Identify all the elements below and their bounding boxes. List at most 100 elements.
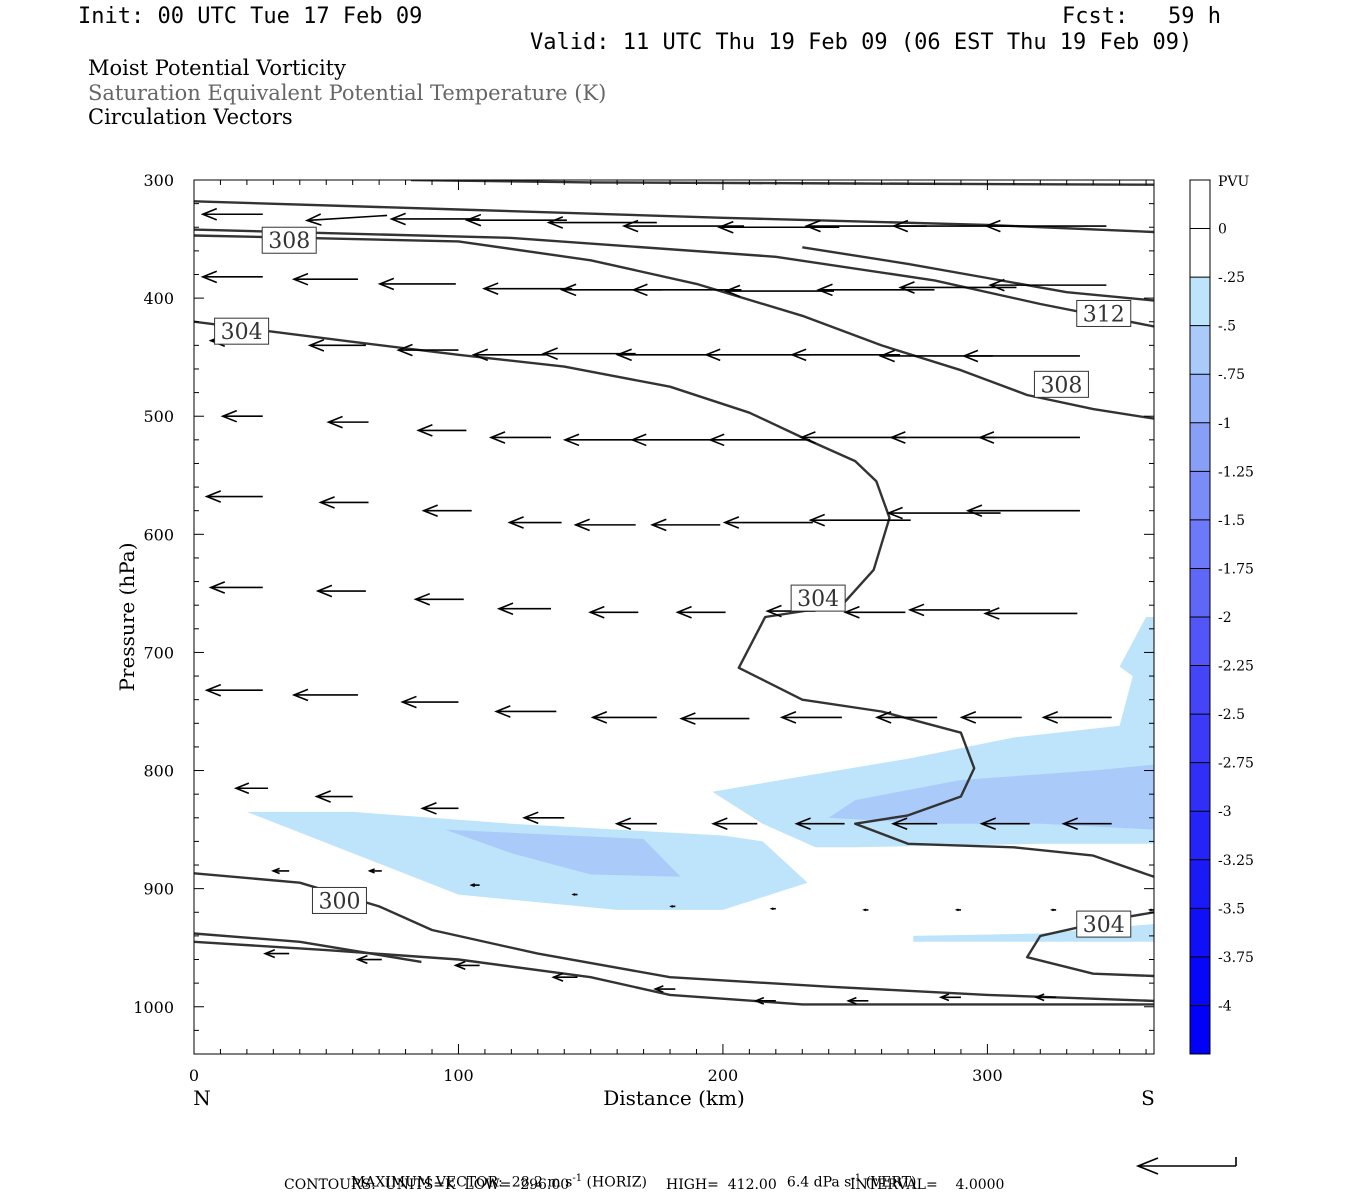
colorbar: PVU 0 -.25 -.5 -.75 -1 -1.25 -1.5 -1.75 -2 -2.25 -2… bbox=[1189, 174, 1254, 1055]
vector-arrow bbox=[708, 433, 811, 447]
colorbar-swatch bbox=[1190, 277, 1210, 327]
vector-arrow bbox=[1049, 908, 1057, 912]
vector-arrow bbox=[389, 212, 480, 226]
contour-label: 300 bbox=[311, 886, 367, 914]
pv-region-0 bbox=[246, 811, 808, 910]
svg-text:308: 308 bbox=[268, 229, 310, 254]
vector-arrow bbox=[630, 433, 721, 447]
colorbar-swatch bbox=[1190, 908, 1210, 958]
x-tick-label: 0 bbox=[189, 1066, 199, 1085]
contour-interval: INTERVAL= 4.0000 bbox=[850, 1177, 1005, 1193]
vector-arrow bbox=[988, 278, 1107, 292]
vector-arrow bbox=[799, 431, 906, 444]
vector-arrow bbox=[314, 790, 353, 803]
vector-arrow bbox=[400, 695, 459, 709]
colorbar-swatch bbox=[1190, 665, 1210, 715]
vector-arrow bbox=[367, 868, 382, 874]
vector-arrow bbox=[977, 431, 1080, 444]
contour-label: 312 bbox=[1076, 299, 1132, 327]
colorbar-label: -1.75 bbox=[1218, 561, 1254, 577]
vector-arrow bbox=[843, 605, 906, 619]
pv-shading bbox=[246, 617, 1154, 942]
contour-high: HIGH= 412.00 bbox=[666, 1177, 777, 1193]
vector-arrow bbox=[653, 985, 676, 993]
vector-arrow bbox=[938, 993, 961, 1002]
vector-arrow bbox=[965, 504, 1080, 518]
vector-arrow bbox=[1041, 711, 1112, 724]
y-tick-label: 600 bbox=[143, 525, 174, 544]
colorbar-swatch bbox=[1190, 568, 1210, 618]
vector-arrow bbox=[307, 339, 366, 352]
colorbar-swatch bbox=[1190, 471, 1210, 521]
colorbar-swatch bbox=[1190, 956, 1210, 1006]
vector-arrow bbox=[954, 908, 961, 912]
colorbar-swatch bbox=[1190, 859, 1210, 909]
colorbar-label: 0 bbox=[1218, 222, 1227, 238]
vector-arrow bbox=[453, 960, 480, 971]
colorbar-label: -3.25 bbox=[1218, 853, 1254, 869]
vert-tag: (VERT) bbox=[865, 1174, 917, 1191]
vector-arrow bbox=[675, 605, 726, 619]
colorbar-label: -3 bbox=[1218, 804, 1232, 820]
max-vert-value: 6.4 dPa s bbox=[786, 1174, 852, 1191]
contour-label: 304 bbox=[214, 317, 270, 345]
vector-arrow bbox=[546, 216, 657, 229]
x-tick-label: 200 bbox=[708, 1066, 739, 1085]
vector-arrow bbox=[571, 893, 578, 896]
colorbar-swatch bbox=[1190, 519, 1210, 569]
title-vectors: Circulation Vectors bbox=[88, 105, 293, 129]
vector-arrow bbox=[722, 516, 813, 529]
contour-label: 308 bbox=[261, 226, 317, 254]
vector-arrow bbox=[615, 348, 718, 362]
vector-arrow bbox=[355, 954, 382, 965]
vector-arrow bbox=[886, 506, 1001, 520]
vector-arrow bbox=[669, 904, 676, 908]
colorbar-label: -1.25 bbox=[1218, 464, 1254, 480]
vector-arrow bbox=[808, 513, 911, 527]
init-time: Init: 00 UTC Tue 17 Feb 09 bbox=[78, 4, 423, 29]
vector-arrow bbox=[983, 607, 1078, 620]
colorbar-swatch bbox=[1190, 228, 1210, 278]
vector-arrow bbox=[208, 581, 263, 594]
svg-text:304: 304 bbox=[221, 320, 263, 345]
colorbar-swatch bbox=[1190, 617, 1210, 667]
vector-arrow bbox=[464, 213, 567, 227]
vector-arrow bbox=[233, 782, 269, 795]
plot-frame bbox=[193, 179, 1155, 1055]
vector-arrow bbox=[469, 883, 480, 888]
vector-arrow bbox=[1147, 908, 1154, 912]
vector-arrow bbox=[420, 801, 459, 815]
colorbar-swatch bbox=[1190, 325, 1210, 375]
vector-arrow bbox=[496, 602, 552, 616]
vector-arrow bbox=[679, 712, 750, 725]
title-thetae: Saturation Equivalent Potential Temperat… bbox=[88, 81, 607, 105]
vector-arrow bbox=[846, 996, 869, 1005]
y-tick-label: 300 bbox=[143, 171, 174, 190]
contour-312-1 bbox=[194, 200, 1154, 234]
horiz-tag: (HORIZ) bbox=[586, 1174, 647, 1191]
contour-info: CONTOURS: UNITS=K LOW= 296.00 bbox=[284, 1177, 570, 1193]
vector-arrow bbox=[590, 711, 657, 724]
vector-arrow bbox=[204, 683, 263, 697]
vector-arrow bbox=[291, 272, 358, 286]
colorbar-swatch bbox=[1190, 422, 1210, 472]
vector-arrow bbox=[723, 284, 834, 298]
colorbar-label: -.5 bbox=[1218, 319, 1236, 335]
vector-arrow bbox=[816, 283, 935, 297]
vector-arrow bbox=[711, 817, 758, 831]
vector-arrow bbox=[263, 949, 290, 959]
contour-300-8 bbox=[194, 932, 422, 964]
vector-arrow bbox=[507, 516, 562, 529]
vector-arrow bbox=[304, 213, 388, 226]
svg-text:308: 308 bbox=[1040, 373, 1082, 398]
vector-arrow bbox=[271, 867, 290, 875]
vector-arrow bbox=[326, 415, 369, 429]
colorbar-swatch bbox=[1190, 714, 1210, 764]
x-end-label: S bbox=[1141, 1086, 1155, 1110]
theta-e-contours bbox=[194, 180, 1154, 1006]
colorbar-label: -2 bbox=[1218, 610, 1232, 626]
colorbar-swatch bbox=[1190, 811, 1210, 861]
vector-arrow bbox=[482, 282, 573, 296]
vector-arrow bbox=[961, 349, 1080, 363]
